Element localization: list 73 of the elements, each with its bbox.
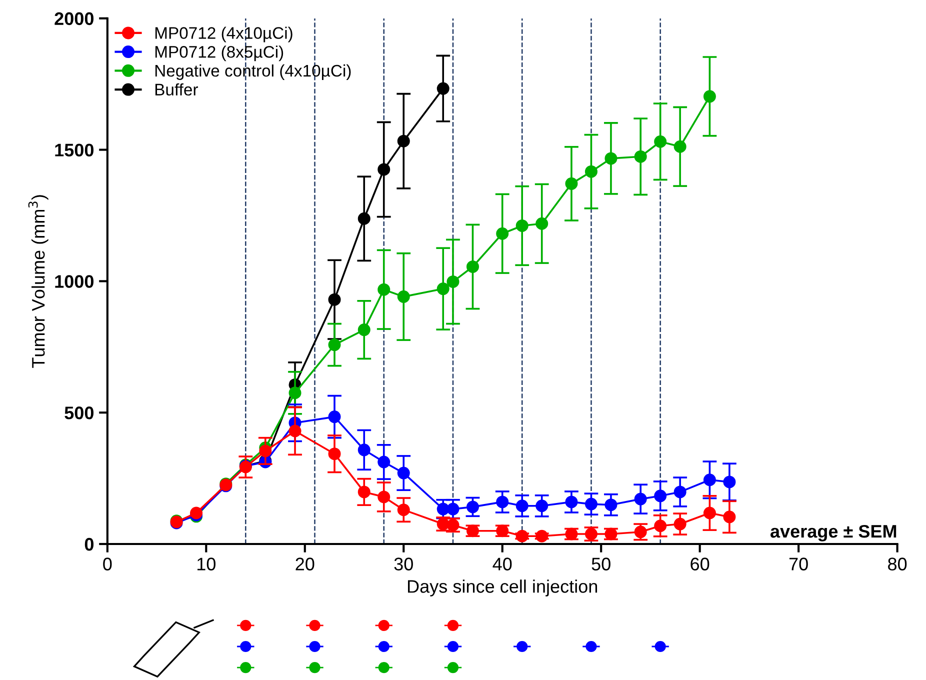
x-tick-label: 80 bbox=[888, 558, 907, 570]
x-tick-label: 40 bbox=[492, 558, 512, 570]
x-tick-label: 0 bbox=[103, 558, 112, 570]
point bbox=[723, 510, 736, 524]
point bbox=[358, 486, 370, 498]
point bbox=[378, 490, 390, 504]
x-tick-label: 30 bbox=[394, 558, 413, 570]
point bbox=[654, 520, 667, 532]
x-axis-title: Days since cell injection bbox=[408, 580, 598, 596]
point bbox=[516, 530, 528, 542]
point bbox=[378, 456, 390, 468]
point bbox=[654, 135, 667, 148]
point bbox=[446, 502, 460, 516]
point bbox=[288, 386, 302, 400]
point bbox=[496, 496, 509, 508]
point bbox=[536, 530, 548, 542]
point bbox=[565, 177, 578, 190]
point bbox=[516, 219, 528, 232]
point bbox=[516, 500, 528, 512]
point bbox=[723, 476, 736, 488]
y-tick-label: 500 bbox=[64, 406, 94, 420]
y-tick-label: 1000 bbox=[55, 275, 94, 288]
point bbox=[378, 283, 390, 296]
point bbox=[634, 492, 647, 506]
point bbox=[397, 466, 410, 480]
point bbox=[604, 152, 618, 165]
point bbox=[703, 90, 716, 103]
point bbox=[565, 496, 578, 508]
point bbox=[288, 424, 302, 438]
point bbox=[328, 293, 341, 306]
legend-label: MP0712 (4x10µCi) bbox=[155, 26, 292, 42]
point bbox=[634, 150, 647, 163]
point bbox=[259, 444, 272, 458]
point bbox=[328, 448, 341, 460]
legend-label: Buffer bbox=[155, 83, 198, 96]
point bbox=[446, 275, 460, 288]
point bbox=[328, 338, 341, 352]
x-tick-label: 60 bbox=[690, 558, 710, 570]
point bbox=[378, 163, 390, 176]
point bbox=[674, 518, 686, 530]
point bbox=[328, 410, 341, 424]
y-tick-label: 1500 bbox=[55, 144, 94, 156]
point bbox=[604, 498, 618, 512]
point bbox=[654, 490, 667, 502]
x-tick-label: 50 bbox=[592, 558, 610, 570]
point bbox=[397, 504, 410, 516]
point bbox=[466, 500, 479, 514]
point bbox=[358, 212, 370, 225]
point bbox=[466, 260, 479, 273]
point bbox=[358, 444, 370, 456]
point bbox=[674, 486, 686, 498]
y-tick-label: 2000 bbox=[54, 12, 94, 26]
legend-label: Negative control (4x10µCi) bbox=[155, 64, 351, 80]
point bbox=[703, 474, 716, 486]
legend-label: MP0712 (8x5µCi) bbox=[155, 46, 284, 62]
point bbox=[536, 500, 548, 512]
point bbox=[496, 227, 509, 240]
y-tick-label: 0 bbox=[84, 538, 94, 551]
point bbox=[674, 140, 686, 153]
y-axis-title: Tumor Volume (mm$^{3}$) bbox=[28, 195, 48, 368]
x-tick-label: 20 bbox=[296, 558, 314, 570]
point bbox=[436, 82, 450, 95]
x-tick-label: 70 bbox=[789, 558, 808, 570]
point bbox=[584, 165, 598, 178]
point bbox=[584, 498, 598, 510]
point bbox=[436, 282, 450, 296]
point bbox=[536, 217, 548, 230]
annotation: average ± SEM bbox=[770, 524, 896, 542]
point bbox=[397, 290, 410, 303]
point bbox=[703, 506, 716, 520]
point bbox=[397, 134, 410, 148]
x-tick-label: 10 bbox=[197, 558, 216, 570]
point bbox=[358, 324, 370, 336]
